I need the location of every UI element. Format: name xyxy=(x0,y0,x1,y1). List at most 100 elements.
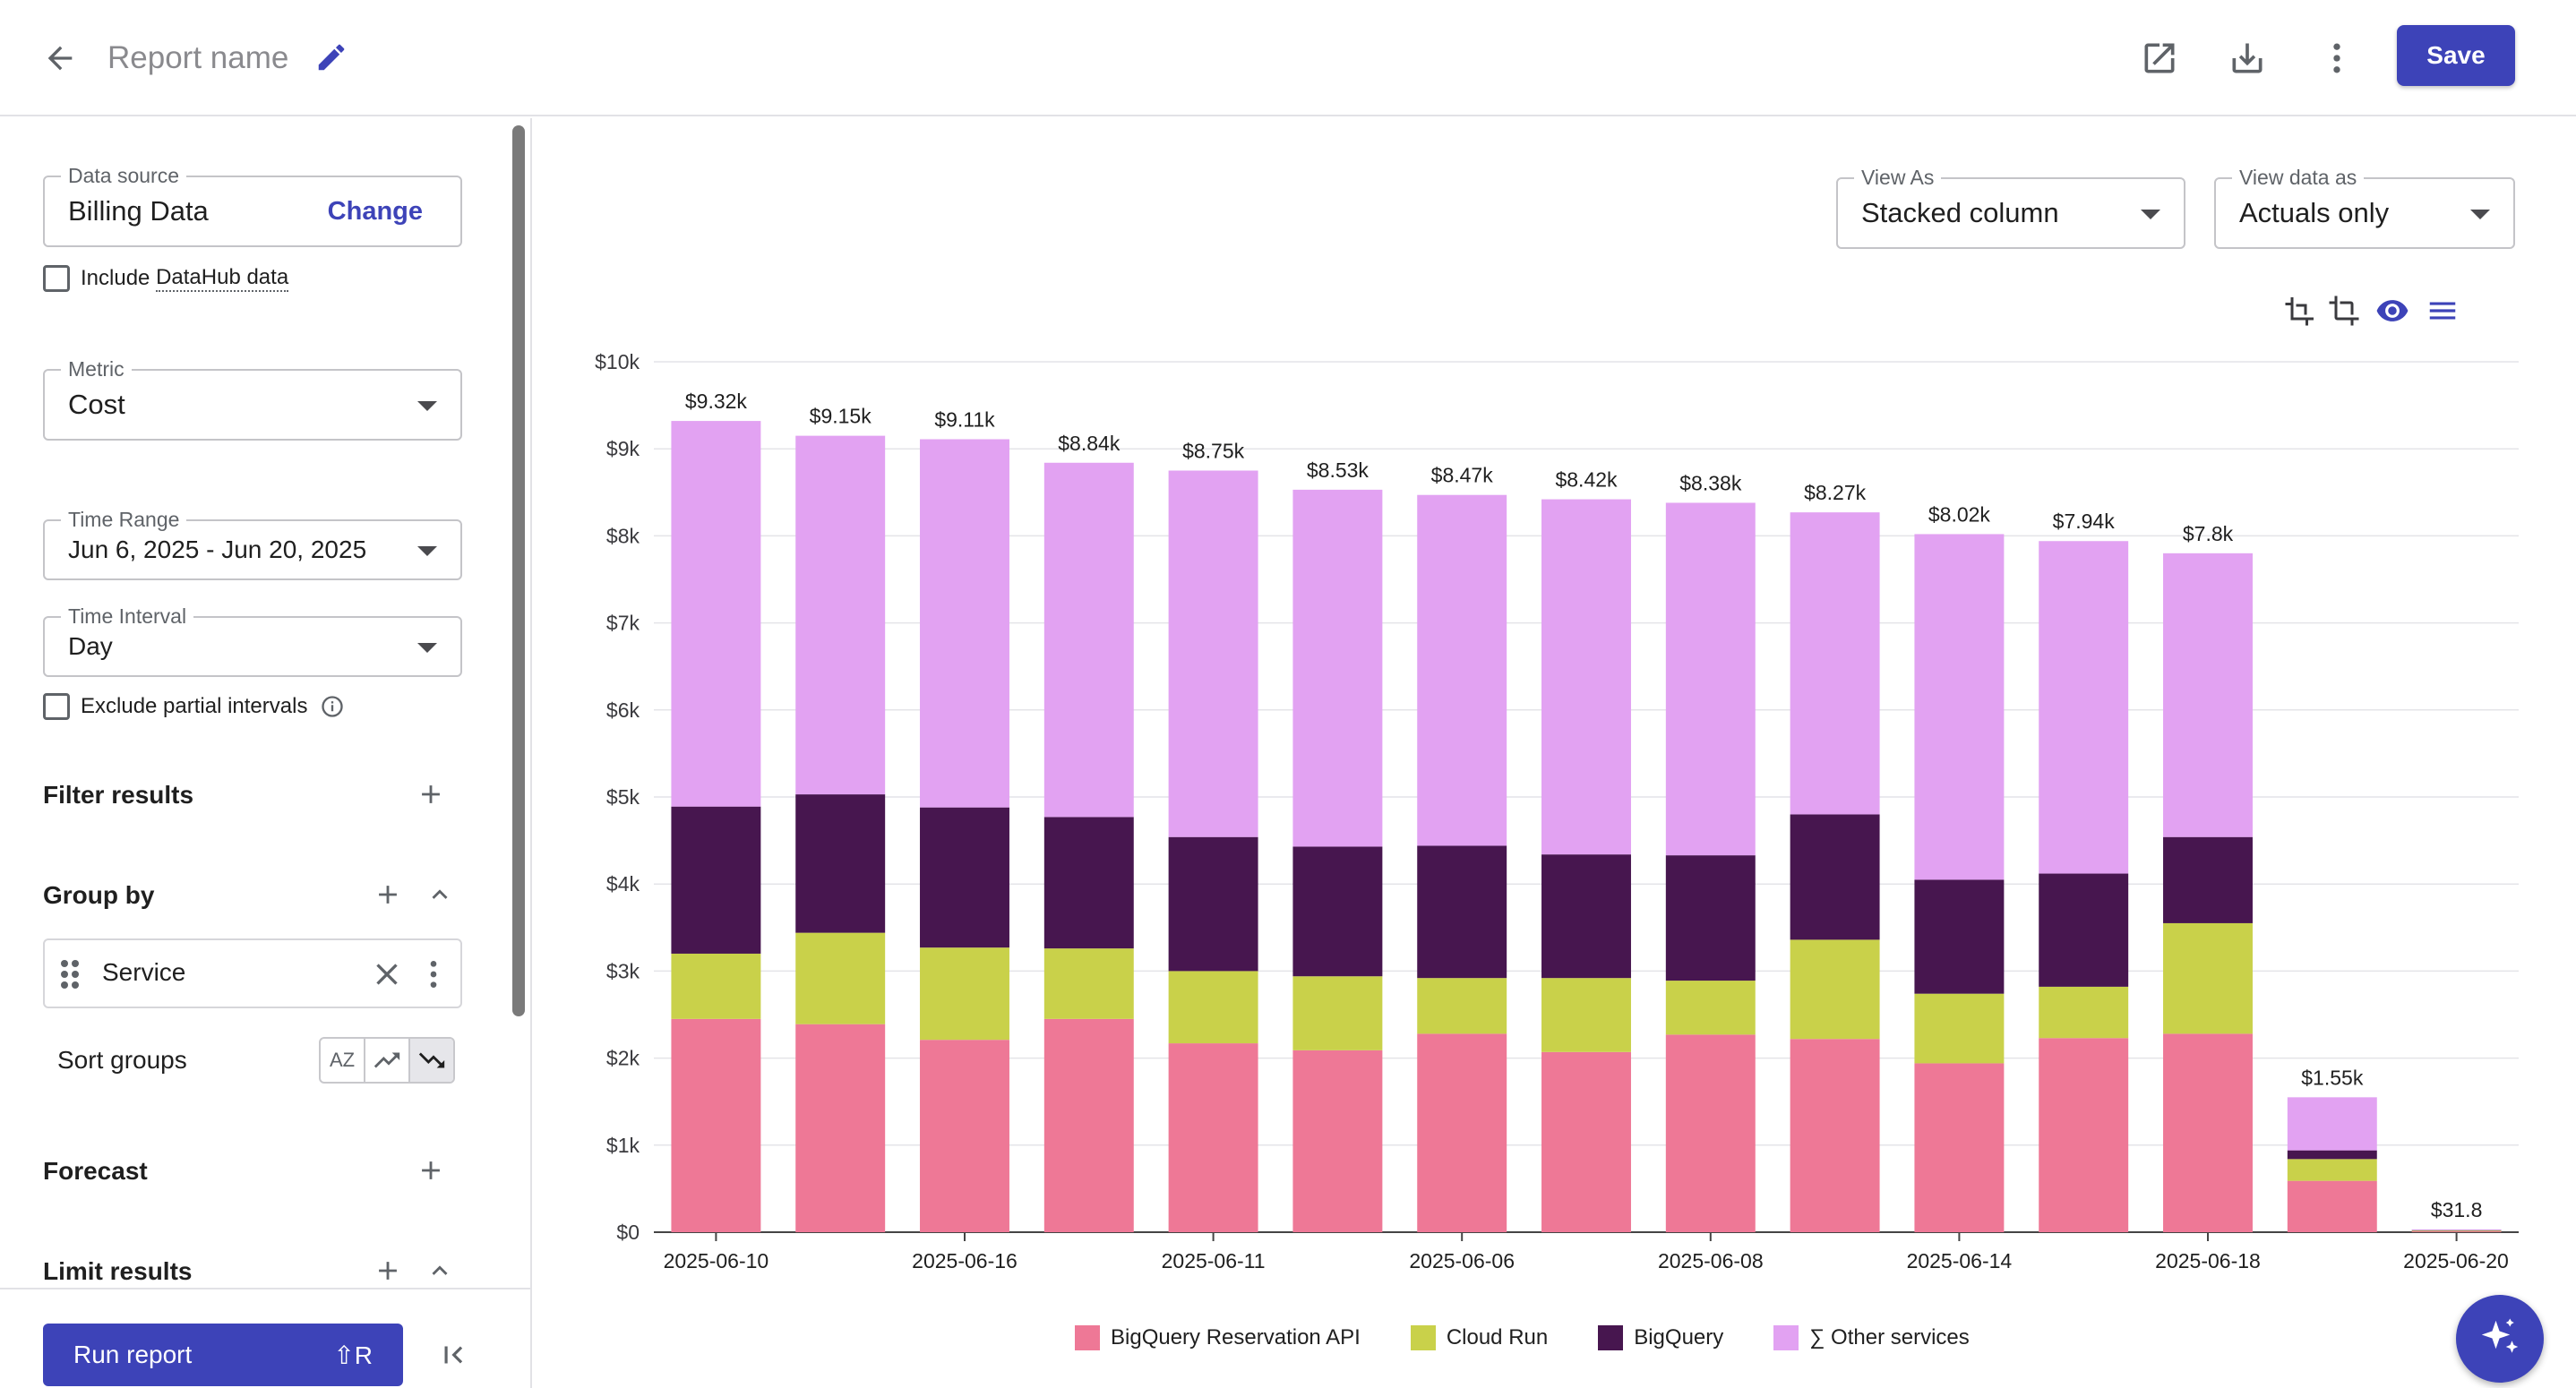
info-icon[interactable] xyxy=(320,694,345,719)
bar-segment xyxy=(795,794,886,933)
time-interval-label: Time Interval xyxy=(61,604,194,628)
run-report-shortcut: ⇧R xyxy=(333,1341,373,1369)
back-button[interactable] xyxy=(36,34,84,82)
bar-total-label: $31.8 xyxy=(2431,1198,2483,1221)
top-bar: Report name Save xyxy=(0,0,2576,116)
bar-segment xyxy=(1914,993,2005,1064)
y-tick-label: $1k xyxy=(606,1134,640,1157)
add-limit-button[interactable] xyxy=(367,1250,408,1291)
more-options-button[interactable] xyxy=(2311,32,2363,84)
exclude-partial-checkbox[interactable] xyxy=(43,693,70,720)
collapse-sidebar-button[interactable] xyxy=(432,1331,475,1379)
drag-handle-icon[interactable] xyxy=(57,956,82,997)
plus-icon xyxy=(422,785,440,803)
bar-segment xyxy=(1914,534,2005,880)
bar-segment xyxy=(671,1018,761,1232)
bar-segment xyxy=(1914,1063,2005,1232)
sort-descending-button[interactable] xyxy=(410,1039,453,1082)
bar-segment xyxy=(2039,986,2129,1039)
sparkle-icon xyxy=(2481,1318,2519,1353)
bar-segment xyxy=(1043,817,1134,949)
menu-icon xyxy=(2429,302,2456,320)
add-group-button[interactable] xyxy=(367,874,408,915)
include-datahub-row[interactable]: Include DataHub data xyxy=(43,265,289,292)
bar-segment xyxy=(1417,494,1507,846)
bar-total-label: $8.84k xyxy=(1058,432,1121,455)
sort-alphabetical-button[interactable]: AZ xyxy=(321,1039,365,1082)
sort-groups-label: Sort groups xyxy=(57,1046,187,1074)
legend-swatch xyxy=(1410,1325,1436,1350)
legend-swatch xyxy=(1075,1325,1100,1350)
close-icon[interactable] xyxy=(369,956,405,997)
menu-button[interactable] xyxy=(2422,290,2463,331)
x-tick-label: 2025-06-11 xyxy=(1162,1249,1266,1272)
bar-segment xyxy=(1292,489,1383,847)
metric-select[interactable]: Metric Cost xyxy=(43,357,462,441)
exclude-partial-row[interactable]: Exclude partial intervals xyxy=(43,693,345,720)
add-filter-button[interactable] xyxy=(410,774,451,815)
bar-segment xyxy=(1665,981,1756,1035)
exclude-partial-label: Exclude partial intervals xyxy=(81,694,308,718)
rotate-button[interactable] xyxy=(2323,290,2365,331)
bar-segment xyxy=(920,947,1009,1041)
sort-az-icon: AZ xyxy=(329,1049,356,1071)
view-as-label: View As xyxy=(1854,166,1942,189)
bar-segment xyxy=(1043,462,1134,818)
collapse-group-by-button[interactable] xyxy=(419,874,460,915)
more-vert-icon[interactable] xyxy=(416,956,451,997)
legend-label: ∑ Other services xyxy=(1809,1325,1970,1349)
bar-total-label: $8.75k xyxy=(1182,440,1245,463)
chevron-up-icon xyxy=(432,889,448,899)
legend-swatch xyxy=(1773,1325,1799,1350)
add-forecast-button[interactable] xyxy=(410,1150,451,1191)
x-tick-label: 2025-06-18 xyxy=(2155,1249,2261,1272)
report-title[interactable]: Report name xyxy=(107,40,289,75)
time-interval-select[interactable]: Time Interval Day xyxy=(43,604,462,677)
filter-results-title: Filter results xyxy=(43,781,194,809)
open-new-button[interactable] xyxy=(2134,32,2185,84)
datahub-link[interactable]: DataHub data xyxy=(156,265,289,292)
download-button[interactable] xyxy=(2221,32,2273,84)
legend-item-cloud-run[interactable]: Cloud Run xyxy=(1410,1325,1548,1350)
plus-icon xyxy=(379,886,397,904)
bar-segment xyxy=(2287,1150,2377,1160)
data-source-field: Data source Billing Data Change xyxy=(43,164,462,247)
bar-segment xyxy=(2039,873,2129,987)
include-datahub-checkbox[interactable] xyxy=(43,265,70,292)
trending-down-icon xyxy=(418,1052,445,1068)
change-data-source-button[interactable]: Change xyxy=(327,197,423,226)
bar-segment xyxy=(1292,846,1383,977)
bar-total-label: $8.53k xyxy=(1307,458,1370,482)
bar-segment xyxy=(1665,1034,1756,1232)
save-button[interactable]: Save xyxy=(2397,25,2515,86)
bar-segment xyxy=(671,421,761,807)
chevron-up-icon xyxy=(432,1265,448,1275)
bar-segment xyxy=(1168,971,1258,1044)
sort-ascending-button[interactable] xyxy=(365,1039,410,1082)
sidebar-scrollbar[interactable] xyxy=(512,125,525,1016)
bar-segment xyxy=(795,932,886,1024)
crop-button[interactable] xyxy=(2277,290,2318,331)
bar-segment xyxy=(1541,854,1631,979)
eye-icon xyxy=(2376,300,2409,321)
bar-total-label: $9.32k xyxy=(685,390,748,413)
view-data-as-select[interactable]: View data as Actuals only xyxy=(2214,166,2515,249)
view-as-select[interactable]: View As Stacked column xyxy=(1836,166,2185,249)
edit-title-button[interactable] xyxy=(310,36,353,79)
collapse-limit-button[interactable] xyxy=(419,1250,460,1291)
bar-segment xyxy=(671,806,761,954)
chevron-down-icon xyxy=(2141,210,2160,219)
bar-segment xyxy=(2163,553,2253,837)
legend-item-other-services[interactable]: ∑ Other services xyxy=(1773,1325,1970,1350)
legend-item-bigquery[interactable]: BigQuery xyxy=(1598,1325,1723,1350)
group-chip-service[interactable]: Service xyxy=(43,938,462,1008)
limit-results-title: Limit results xyxy=(43,1257,193,1285)
bar-total-label: $8.02k xyxy=(1928,502,1991,526)
visibility-button[interactable] xyxy=(2372,290,2413,331)
group-by-title: Group by xyxy=(43,881,155,909)
ai-assistant-button[interactable] xyxy=(2456,1295,2544,1383)
legend-item-bigquery-reservation[interactable]: BigQuery Reservation API xyxy=(1075,1325,1361,1350)
bar-segment xyxy=(1790,939,1880,1040)
run-report-button[interactable]: Run report ⇧R xyxy=(43,1324,403,1386)
time-range-select[interactable]: Time Range Jun 6, 2025 - Jun 20, 2025 xyxy=(43,508,462,580)
